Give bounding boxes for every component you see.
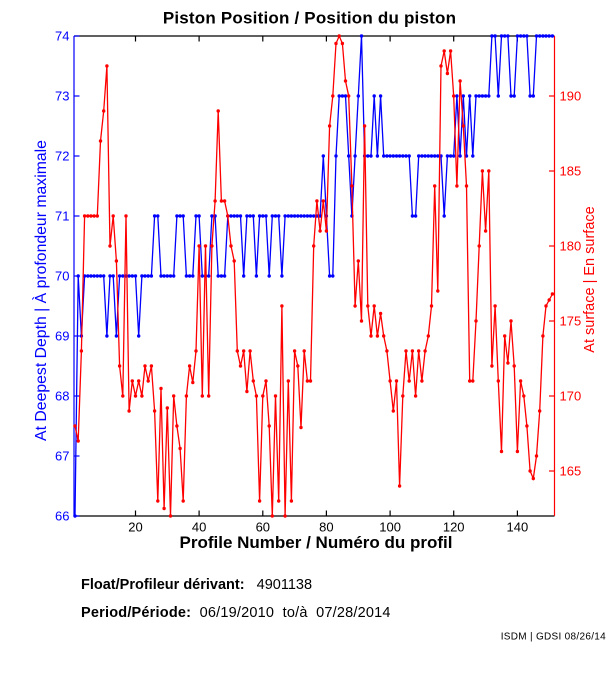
- svg-text:72: 72: [55, 148, 69, 163]
- svg-text:Period/Période: 06/19/2010 t: Period/Période: 06/19/2010 to/à 07/28/20…: [81, 605, 391, 621]
- svg-text:140: 140: [507, 520, 529, 535]
- svg-text:165: 165: [560, 463, 582, 478]
- svg-text:185: 185: [560, 163, 582, 178]
- svg-text:40: 40: [192, 520, 206, 535]
- svg-text:170: 170: [560, 388, 582, 403]
- svg-text:73: 73: [55, 88, 69, 103]
- svg-text:67: 67: [55, 448, 69, 463]
- svg-text:Float/Profileur dérivant: 49: Float/Profileur dérivant: 4901138: [81, 577, 312, 593]
- svg-text:60: 60: [256, 520, 270, 535]
- svg-text:Piston Position / Position du: Piston Position / Position du piston: [163, 8, 456, 27]
- svg-text:74: 74: [55, 28, 69, 43]
- svg-text:180: 180: [560, 238, 582, 253]
- svg-text:68: 68: [55, 388, 69, 403]
- svg-text:Profile Number / Numéro du pro: Profile Number / Numéro du profil: [180, 533, 453, 552]
- svg-text:70: 70: [55, 268, 69, 283]
- svg-text:ISDM | GDSI 08/26/14: ISDM | GDSI 08/26/14: [501, 632, 606, 643]
- svg-text:175: 175: [560, 313, 582, 328]
- svg-text:69: 69: [55, 328, 69, 343]
- svg-text:80: 80: [319, 520, 333, 535]
- svg-text:120: 120: [443, 520, 465, 535]
- svg-text:100: 100: [379, 520, 401, 535]
- svg-text:At surface | En surface: At surface | En surface: [582, 206, 598, 352]
- svg-text:190: 190: [560, 88, 582, 103]
- svg-text:71: 71: [55, 208, 69, 223]
- svg-text:66: 66: [55, 508, 69, 523]
- svg-text:20: 20: [128, 520, 142, 535]
- svg-text:At Deepest Depth | À profondeu: At Deepest Depth | À profondeur maximale: [31, 140, 50, 441]
